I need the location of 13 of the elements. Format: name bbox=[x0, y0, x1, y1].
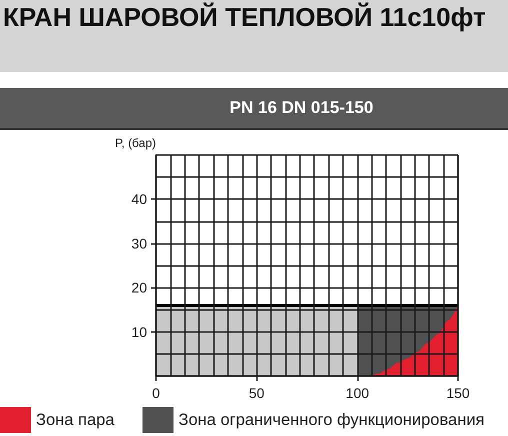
y-tick-label: 40 bbox=[131, 191, 148, 208]
y-tick-label: 10 bbox=[131, 324, 148, 340]
y-tick-label: 30 bbox=[131, 235, 148, 252]
chart-title: КРАН ШАРОВОЙ ТЕПЛОВОЙ 11с10фт bbox=[3, 2, 486, 32]
x-tick-label: 0 bbox=[152, 385, 160, 401]
y-tick-label: 20 bbox=[131, 280, 148, 296]
x-tick-label: 150 bbox=[446, 385, 470, 401]
y-axis-title: P, (бар) bbox=[114, 136, 156, 150]
x-tick-label: 100 bbox=[346, 385, 370, 401]
x-tick-label: 50 bbox=[248, 385, 265, 401]
legend-label: Зона ограниченного функционирования bbox=[178, 411, 484, 429]
legend-label: Зона пара bbox=[36, 411, 116, 429]
chart-subtitle: PN 16 DN 015-150 bbox=[228, 97, 374, 119]
